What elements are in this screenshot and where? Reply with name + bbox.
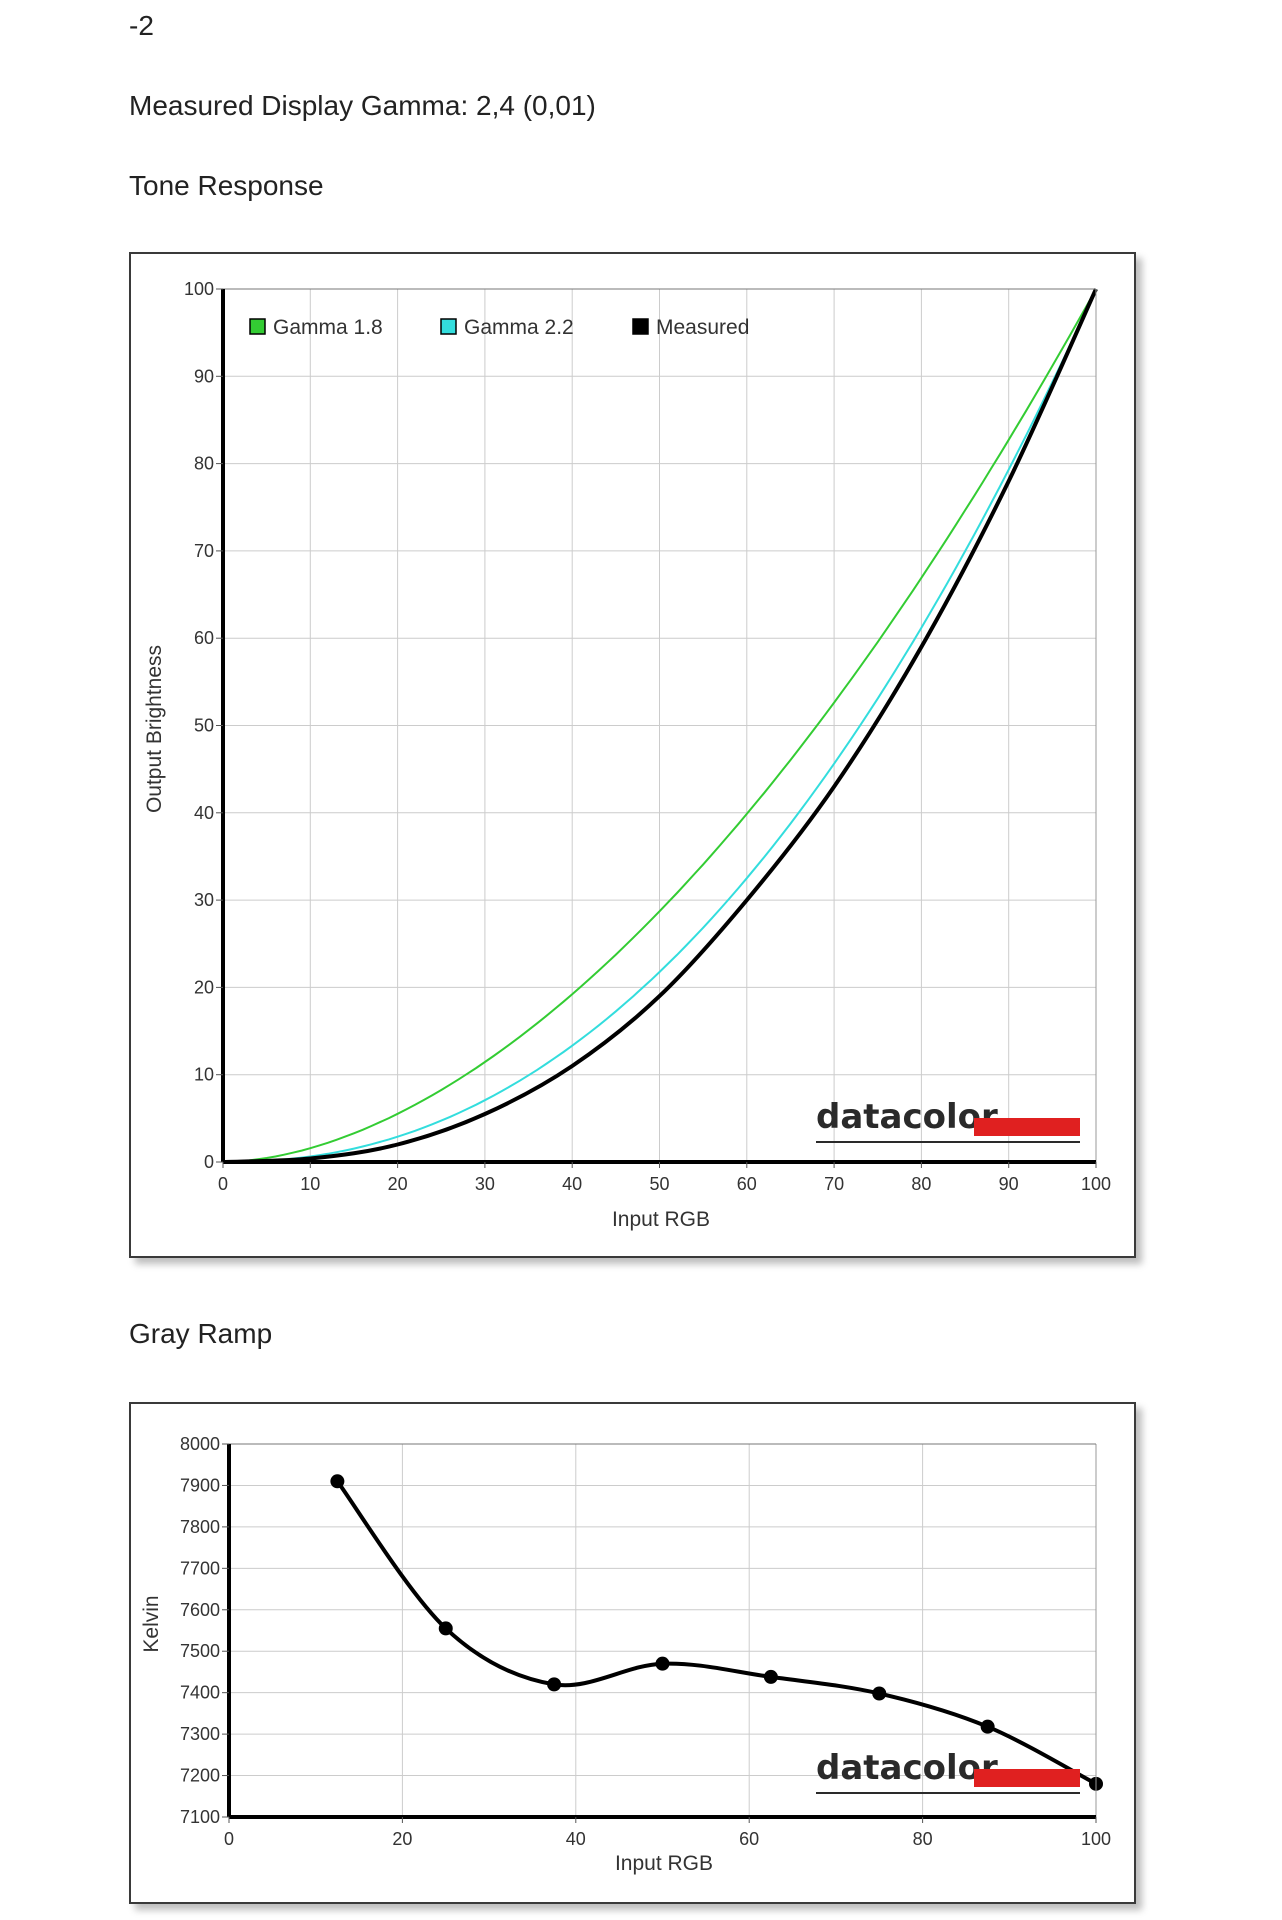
gray-ramp-title: Gray Ramp	[129, 1318, 273, 1349]
y-tick-label: 7200	[180, 1766, 220, 1786]
series-line-gamma-22	[223, 288, 1097, 1163]
datacolor-logo-text: datacolor	[816, 1097, 998, 1137]
legend-label-gamma22: Gamma 2.2	[464, 316, 574, 339]
data-point	[980, 1719, 995, 1734]
x-tick-label: 100	[1081, 1174, 1111, 1194]
y-tick-label: 7300	[180, 1724, 220, 1744]
y-tick-label: 90	[194, 366, 214, 386]
y-tick-label: 7800	[180, 1517, 220, 1537]
datacolor-logo: datacolor	[816, 1748, 1080, 1794]
tone-response-chart: 0 10 20 30 40 50 60 70 80 90 100 0 10 20 30 40 50 60 70 80 9…	[143, 279, 1111, 1231]
x-tick-label: 30	[475, 1174, 495, 1194]
y-axis-label: Kelvin	[140, 1595, 163, 1652]
data-point	[438, 1621, 453, 1636]
x-axis-label: Input RGB	[615, 1852, 713, 1875]
y-axis-label: Output Brightness	[143, 645, 166, 813]
x-tick-label: 40	[562, 1174, 582, 1194]
y-tick-label: 0	[204, 1152, 214, 1172]
legend-swatch-measured	[632, 318, 649, 335]
y-tick-label: 7700	[180, 1558, 220, 1578]
x-tick-label: 40	[566, 1829, 586, 1849]
series-line-gamma-18	[222, 288, 1097, 1163]
gray-ramp-chart: 0 20 40 60 80 100 7100 7200 7300 7400 7500 7600 7700…	[140, 1434, 1111, 1875]
data-point	[655, 1656, 670, 1671]
y-tick-label: 10	[194, 1065, 214, 1085]
top-value: -2	[129, 10, 154, 41]
datacolor-logo-bar	[974, 1769, 1080, 1787]
x-tick-label: 10	[300, 1174, 320, 1194]
x-tick-label: 70	[824, 1174, 844, 1194]
y-tick-label: 50	[194, 716, 214, 736]
data-point	[330, 1474, 345, 1489]
x-tick-label: 100	[1081, 1829, 1111, 1849]
x-axis-label: Input RGB	[612, 1208, 710, 1231]
data-point	[872, 1686, 887, 1701]
data-point	[547, 1677, 562, 1692]
y-tick-label: 7900	[180, 1475, 220, 1495]
datacolor-logo: datacolor	[816, 1097, 1080, 1143]
y-tick-label: 7500	[180, 1641, 220, 1661]
x-tick-label: 60	[737, 1174, 757, 1194]
x-tick-label: 20	[392, 1829, 412, 1849]
y-tick-label: 20	[194, 977, 214, 997]
series-line-measured	[222, 288, 1098, 1164]
y-tick-label: 30	[194, 890, 214, 910]
y-tick-label: 8000	[180, 1434, 220, 1454]
y-tick-label: 70	[194, 541, 214, 561]
datacolor-logo-bar	[974, 1118, 1080, 1136]
gray-ramp-panel: 0 20 40 60 80 100 7100 7200 7300 7400 7500 7600 7700…	[129, 1402, 1136, 1904]
y-tick-label: 7100	[180, 1807, 220, 1827]
legend-swatch-gamma18	[249, 318, 266, 335]
y-tick-label: 40	[194, 803, 214, 823]
measured-gamma-text: Measured Display Gamma: 2,4 (0,01)	[129, 90, 596, 121]
datacolor-logo-underline	[816, 1141, 1080, 1143]
legend: Gamma 1.8 Gamma 2.2 Measured	[249, 316, 749, 339]
tone-response-title: Tone Response	[129, 170, 324, 201]
tone-response-panel: 0 10 20 30 40 50 60 70 80 90 100 0 10 20 30 40 50 60 70 80 9…	[129, 252, 1136, 1258]
x-tick-label: 80	[911, 1174, 931, 1194]
y-tick-label: 60	[194, 628, 214, 648]
x-tick-label: 0	[224, 1829, 234, 1849]
x-tick-label: 60	[739, 1829, 759, 1849]
y-tick-label: 80	[194, 454, 214, 474]
y-tick-label: 7400	[180, 1683, 220, 1703]
x-tick-label: 0	[218, 1174, 228, 1194]
x-tick-label: 20	[388, 1174, 408, 1194]
y-tick-label: 100	[184, 279, 214, 299]
legend-swatch-gamma22	[440, 318, 457, 335]
x-tick-label: 90	[999, 1174, 1019, 1194]
x-tick-label: 80	[913, 1829, 933, 1849]
legend-label-gamma18: Gamma 1.8	[273, 316, 383, 339]
legend-label-measured: Measured	[656, 316, 749, 339]
datacolor-logo-underline	[816, 1792, 1080, 1794]
data-point	[763, 1669, 778, 1684]
x-tick-label: 50	[649, 1174, 669, 1194]
datacolor-logo-text: datacolor	[816, 1748, 998, 1788]
y-tick-label: 7600	[180, 1600, 220, 1620]
